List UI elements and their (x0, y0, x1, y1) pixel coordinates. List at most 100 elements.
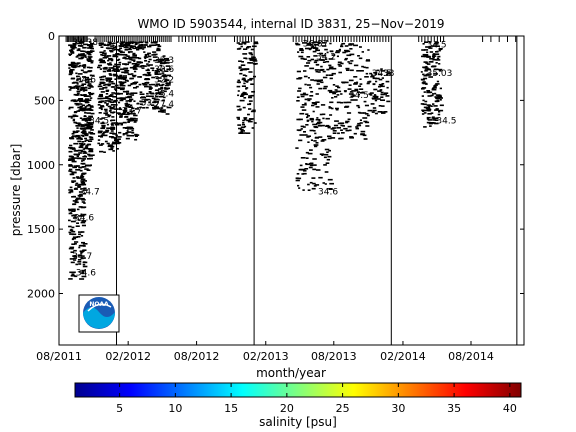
profile-point (320, 65, 323, 68)
profile-point (123, 76, 127, 79)
profile-point (115, 68, 120, 71)
profile-point (345, 120, 350, 123)
profile-point (98, 112, 102, 114)
profile-point (126, 105, 131, 108)
profile-point (435, 94, 441, 96)
profile-point (83, 66, 86, 69)
profile-point (313, 130, 316, 132)
profile-point (122, 75, 127, 77)
profile-point (79, 195, 82, 198)
profile-point (122, 133, 125, 136)
profile-point (434, 109, 439, 111)
profile-point (76, 138, 81, 140)
profile-point (242, 132, 247, 134)
profile-point (131, 132, 135, 134)
profile-point (160, 107, 163, 109)
profile-point (148, 64, 153, 66)
profile-point (81, 241, 85, 244)
profile-point (248, 108, 252, 110)
profile-point (352, 94, 355, 96)
profile-point (69, 212, 72, 214)
profile-point (109, 127, 115, 130)
profile-point (238, 66, 242, 68)
profile-point (125, 46, 129, 48)
profile-point (318, 79, 323, 82)
profile-point (438, 48, 442, 51)
profile-point (111, 136, 116, 139)
profile-point (368, 80, 372, 83)
profile-point (152, 56, 158, 58)
profile-point (247, 79, 253, 81)
profile-point (133, 92, 138, 94)
profile-point (423, 106, 428, 109)
profile-point (134, 135, 138, 137)
profile-point (86, 95, 92, 97)
profile-point (163, 80, 167, 82)
profile-point (87, 83, 92, 85)
profile-point (310, 79, 314, 81)
profile-point (426, 108, 429, 110)
profile-point (70, 44, 73, 47)
profile-point (146, 71, 151, 74)
profile-point (68, 86, 72, 88)
profile-point (70, 117, 73, 119)
profile-point (113, 70, 119, 72)
profile-point (109, 50, 113, 52)
profile-point (350, 43, 355, 45)
logo-wave (83, 307, 116, 329)
profile-point (348, 43, 351, 45)
profile-point (110, 86, 116, 88)
profile-point (353, 76, 358, 78)
profile-point (243, 117, 248, 119)
profile-point (126, 134, 131, 137)
profile-point (69, 70, 73, 73)
profile-point (366, 59, 370, 61)
profile-point (85, 81, 90, 83)
profile-point (305, 163, 308, 165)
profile-point (423, 91, 426, 93)
noaa-logo-icon: NOAA (78, 294, 120, 333)
profile-point (128, 126, 134, 129)
profile-point (70, 251, 75, 253)
profile-point (355, 127, 359, 130)
profile-point (424, 100, 428, 103)
profile-point (68, 278, 73, 280)
profile-point (313, 41, 317, 43)
profile-point (126, 44, 131, 46)
profile-point (119, 99, 124, 102)
profile-point (309, 67, 315, 70)
profile-point (315, 142, 319, 144)
profile-point (240, 45, 243, 48)
profile-point (81, 224, 86, 227)
profile-point (90, 81, 93, 83)
profile-point (132, 68, 138, 70)
profile-point (251, 56, 255, 58)
profile-point (372, 107, 377, 109)
profile-point (360, 133, 365, 135)
profile-point (109, 42, 114, 45)
profile-point (89, 97, 93, 99)
profile-point (435, 117, 439, 119)
x-tick-label: 02/2012 (105, 350, 151, 363)
profile-point (80, 53, 85, 55)
profile-point (73, 188, 78, 190)
profile-point (68, 73, 73, 76)
profile-point (422, 73, 425, 76)
profile-point (138, 57, 142, 60)
profile-point (74, 184, 80, 186)
profile-point (156, 68, 161, 71)
profile-point (350, 60, 354, 62)
profile-point (305, 47, 310, 50)
profile-point (114, 99, 118, 102)
profile-point (80, 128, 83, 130)
profile-point (348, 84, 352, 86)
profile-point (72, 171, 77, 174)
profile-point (82, 192, 87, 195)
profile-point (432, 56, 435, 59)
profile-point (331, 67, 337, 70)
profile-point (346, 112, 352, 114)
profile-point (72, 46, 77, 49)
profile-point (236, 85, 241, 88)
profile-point (110, 147, 114, 149)
